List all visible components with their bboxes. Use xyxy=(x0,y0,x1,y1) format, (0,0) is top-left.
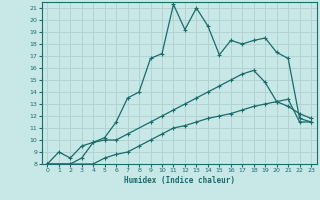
X-axis label: Humidex (Indice chaleur): Humidex (Indice chaleur) xyxy=(124,176,235,185)
